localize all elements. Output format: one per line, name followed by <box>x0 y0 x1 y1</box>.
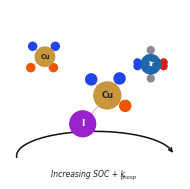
Circle shape <box>49 63 58 72</box>
Circle shape <box>147 46 155 54</box>
Circle shape <box>28 42 37 51</box>
Circle shape <box>140 54 161 75</box>
Circle shape <box>133 58 142 67</box>
Circle shape <box>26 63 36 72</box>
Text: Ir: Ir <box>148 61 154 67</box>
Circle shape <box>93 81 121 110</box>
Circle shape <box>113 72 126 85</box>
Circle shape <box>51 42 60 51</box>
Circle shape <box>147 74 155 83</box>
Text: I: I <box>81 119 84 128</box>
Text: Cu: Cu <box>40 54 50 60</box>
Text: Cu: Cu <box>101 91 113 100</box>
Circle shape <box>159 62 168 70</box>
Circle shape <box>133 62 142 70</box>
Text: phosp: phosp <box>120 175 136 180</box>
Circle shape <box>35 46 55 67</box>
Circle shape <box>69 110 96 137</box>
Text: Increasing SOC + k: Increasing SOC + k <box>51 170 124 179</box>
Circle shape <box>119 100 131 112</box>
Circle shape <box>159 58 168 67</box>
Circle shape <box>85 73 97 86</box>
